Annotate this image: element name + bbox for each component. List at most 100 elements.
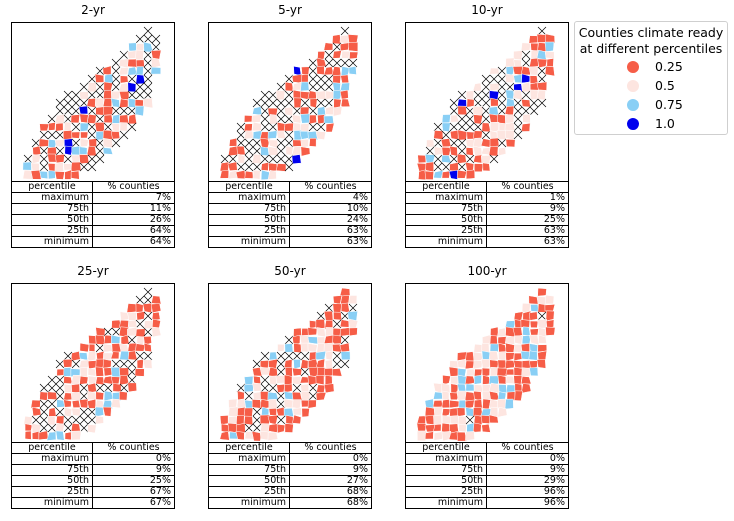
county-region [54, 139, 66, 148]
county-region [481, 423, 491, 433]
unready-county-hatch [39, 383, 49, 393]
unready-county-hatch [497, 90, 507, 100]
county-region [473, 399, 483, 410]
unready-county-hatch [473, 122, 483, 132]
unready-county-hatch [143, 327, 153, 337]
unready-county-hatch [143, 74, 153, 84]
county-region [151, 311, 161, 321]
county-region [151, 326, 162, 338]
unready-county-hatch [71, 106, 81, 116]
county-region [536, 89, 546, 101]
county-region [46, 415, 56, 426]
row-value: 9% [92, 464, 175, 476]
unready-county-hatch [252, 138, 262, 148]
county-region [128, 113, 138, 125]
county-region [31, 406, 42, 417]
county-region [520, 319, 531, 329]
county-region [417, 430, 428, 442]
unready-county-hatch [332, 42, 342, 52]
row-value: 7% [92, 192, 175, 204]
unready-county-hatch [324, 303, 334, 313]
county-region [496, 130, 507, 140]
county-region [449, 392, 460, 401]
row-label: 50th [11, 475, 93, 487]
unready-county-hatch [465, 106, 475, 116]
unready-county-hatch [481, 98, 491, 108]
county-region [127, 66, 138, 76]
county-region [292, 334, 301, 346]
unready-county-hatch [151, 34, 161, 44]
county-region [481, 122, 491, 133]
unready-county-hatch [521, 90, 531, 100]
county-region [110, 398, 121, 409]
county-region [513, 366, 523, 377]
county-region [267, 146, 279, 156]
county-region [441, 408, 451, 418]
county-region [347, 295, 358, 305]
unready-county-hatch [449, 106, 459, 116]
county-region [63, 138, 74, 148]
county-region [24, 430, 32, 440]
row-value: 29% [486, 475, 569, 487]
county-region [102, 400, 113, 410]
county-region [64, 431, 72, 441]
county-region [79, 366, 88, 378]
county-region [38, 138, 49, 147]
legend-label: 0.75 [655, 97, 683, 112]
row-value: 10% [289, 203, 372, 215]
unready-county-hatch [465, 415, 475, 425]
county-region [70, 114, 80, 124]
county-region [283, 122, 295, 132]
county-region [79, 342, 90, 353]
county-region [135, 302, 144, 313]
unready-county-hatch [31, 138, 41, 148]
county-region [110, 131, 121, 140]
county-region [252, 366, 263, 377]
county-region [94, 97, 105, 109]
county-region [417, 154, 427, 164]
unready-county-hatch [537, 26, 547, 36]
county-region [119, 122, 128, 132]
percentile-table: percentile% counties maximum 1% 75th 9% 50… [405, 181, 569, 248]
unready-county-hatch [316, 74, 326, 84]
county-region [219, 415, 229, 425]
county-region [528, 350, 538, 361]
row-label: 75th [208, 203, 290, 215]
unready-county-hatch [465, 122, 475, 132]
county-region [79, 154, 90, 165]
county-region [293, 359, 301, 370]
col-header-percentile: percentile [208, 181, 290, 193]
county-map-svg [219, 26, 359, 181]
unready-county-hatch [95, 146, 105, 156]
county-region [488, 414, 499, 424]
unready-county-hatch [308, 391, 318, 401]
county-region [55, 122, 64, 132]
county-region [513, 360, 524, 369]
unready-county-hatch [449, 122, 459, 132]
unready-county-hatch [276, 351, 286, 361]
row-value: 27% [289, 475, 372, 487]
unready-county-hatch [236, 162, 246, 172]
county-region [513, 50, 524, 60]
county-region [63, 367, 72, 377]
row-label: 50th [405, 214, 487, 226]
county-region [520, 350, 531, 360]
county-region [251, 153, 262, 164]
unready-county-hatch [433, 138, 443, 148]
unready-county-hatch [465, 154, 475, 164]
county-region [103, 106, 114, 116]
unready-county-hatch [87, 74, 97, 84]
county-region [456, 407, 466, 417]
county-region [520, 376, 532, 385]
county-region [120, 75, 129, 84]
county-region [315, 90, 327, 100]
county-region [119, 374, 130, 386]
county-region [529, 367, 539, 377]
unready-county-hatch [71, 359, 81, 369]
row-value: 68% [289, 497, 372, 509]
unready-county-hatch [481, 114, 491, 124]
county-region [30, 169, 42, 180]
unready-county-hatch [513, 130, 523, 140]
row-label: minimum [405, 236, 487, 248]
county-region [340, 66, 351, 77]
